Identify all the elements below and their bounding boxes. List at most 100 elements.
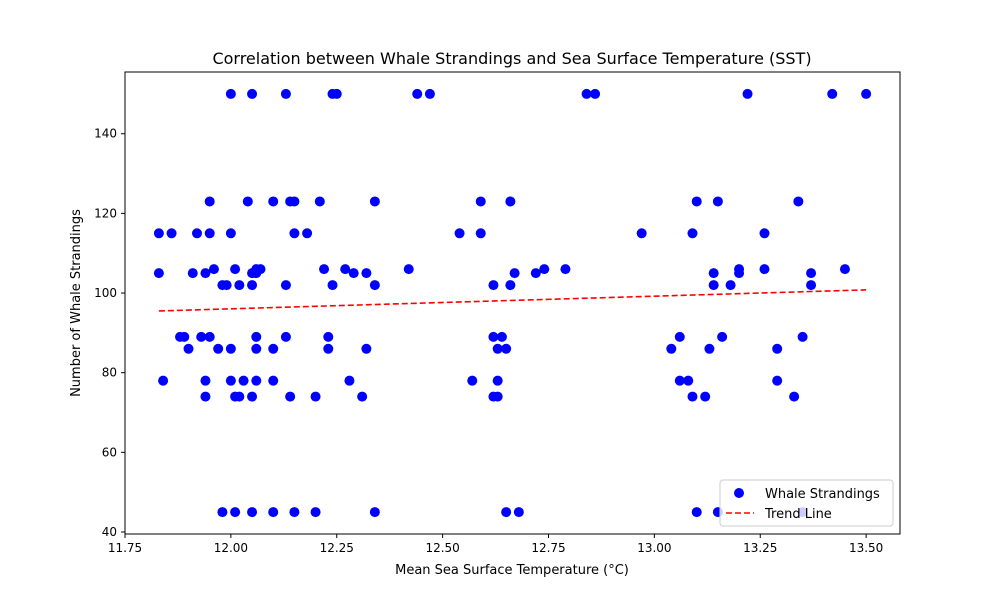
whale-stranding-point xyxy=(700,391,711,402)
plot-area xyxy=(153,88,872,518)
whale-stranding-point xyxy=(200,391,211,402)
whale-stranding-point xyxy=(314,196,325,207)
whale-stranding-point xyxy=(513,507,524,518)
legend-label-trend-line: Trend Line xyxy=(764,507,832,522)
whale-stranding-point xyxy=(369,196,380,207)
whale-stranding-point xyxy=(488,280,499,291)
whale-stranding-point xyxy=(187,268,198,279)
whale-stranding-point xyxy=(369,280,380,291)
whale-stranding-point xyxy=(704,343,715,354)
whale-stranding-point xyxy=(636,228,647,239)
whale-stranding-point xyxy=(289,196,300,207)
whale-stranding-point xyxy=(251,331,262,342)
y-tick-label: 80 xyxy=(102,366,117,380)
whale-stranding-point xyxy=(230,507,241,518)
whale-stranding-point xyxy=(674,375,685,386)
whale-stranding-point xyxy=(581,88,592,99)
y-tick-label: 40 xyxy=(102,525,117,539)
whale-stranding-point xyxy=(530,268,541,279)
whale-stranding-point xyxy=(331,88,342,99)
whale-stranding-point xyxy=(861,88,872,99)
whale-stranding-point xyxy=(501,343,512,354)
whale-stranding-point xyxy=(225,228,236,239)
whale-stranding-point xyxy=(340,264,351,275)
x-tick-label: 13.50 xyxy=(849,541,883,555)
whale-stranding-point xyxy=(179,331,190,342)
whale-stranding-point xyxy=(158,375,169,386)
whale-stranding-point xyxy=(361,343,372,354)
x-axis-ticks: 11.75 12.00 12.25 12.50 12.75 13.00 13.25 13.50 xyxy=(108,534,883,555)
whale-stranding-point xyxy=(759,264,770,275)
legend-box xyxy=(719,479,894,527)
plot-frame xyxy=(124,71,901,535)
whale-stranding-point xyxy=(213,343,224,354)
whale-stranding-point xyxy=(454,228,465,239)
x-tick-label: 13.25 xyxy=(743,541,777,555)
whale-stranding-point xyxy=(234,391,245,402)
whale-stranding-point xyxy=(467,375,478,386)
x-tick-label: 12.00 xyxy=(214,541,248,555)
y-tick-label: 60 xyxy=(102,445,117,459)
whale-stranding-point xyxy=(310,391,321,402)
whale-stranding-point xyxy=(475,228,486,239)
whale-stranding-point xyxy=(225,88,236,99)
whale-stranding-point xyxy=(708,280,719,291)
whale-stranding-point xyxy=(204,196,215,207)
y-axis-label: Number of Whale Strandings xyxy=(69,209,84,397)
x-tick-label: 12.75 xyxy=(531,541,565,555)
trend-line xyxy=(158,289,867,312)
whale-stranding-point xyxy=(492,375,503,386)
y-tick-label: 100 xyxy=(94,286,117,300)
whale-stranding-point xyxy=(200,268,211,279)
whale-stranding-point xyxy=(492,391,503,402)
whale-stranding-point xyxy=(505,280,516,291)
whale-stranding-point xyxy=(717,331,728,342)
whale-stranding-point xyxy=(247,391,258,402)
whale-stranding-point xyxy=(153,228,164,239)
whale-stranding-point xyxy=(683,375,694,386)
whale-stranding-point xyxy=(344,375,355,386)
whale-stranding-point xyxy=(280,88,291,99)
whale-stranding-point xyxy=(242,196,253,207)
whale-stranding-point xyxy=(501,507,512,518)
whale-stranding-point xyxy=(734,268,745,279)
whale-stranding-point xyxy=(285,391,296,402)
x-axis-label: Mean Sea Surface Temperature (°C) xyxy=(395,563,629,578)
x-tick-label: 11.75 xyxy=(108,541,142,555)
whale-stranding-point xyxy=(323,331,334,342)
whale-stranding-point xyxy=(217,507,228,518)
whale-stranding-point xyxy=(789,391,800,402)
whale-stranding-point xyxy=(268,375,279,386)
whale-stranding-point xyxy=(827,88,838,99)
whale-stranding-point xyxy=(369,507,380,518)
whale-stranding-point xyxy=(509,268,520,279)
whale-stranding-point xyxy=(806,268,817,279)
whale-stranding-point xyxy=(225,343,236,354)
whale-stranding-point xyxy=(280,280,291,291)
legend-label-whale-strandings: Whale Strandings xyxy=(765,487,880,502)
whale-stranding-point xyxy=(488,331,499,342)
whale-stranding-point xyxy=(839,264,850,275)
whale-stranding-point xyxy=(793,196,804,207)
whale-stranding-point xyxy=(204,331,215,342)
whale-stranding-point xyxy=(560,264,571,275)
whale-stranding-point xyxy=(361,268,372,279)
chart-title: Correlation between Whale Strandings and… xyxy=(212,49,811,68)
whale-stranding-point xyxy=(759,228,770,239)
whale-stranding-point xyxy=(691,196,702,207)
whale-stranding-point xyxy=(323,343,334,354)
whale-stranding-point xyxy=(191,228,202,239)
whale-stranding-point xyxy=(674,331,685,342)
whale-stranding-point xyxy=(153,268,164,279)
whale-stranding-point xyxy=(772,375,783,386)
whale-stranding-point xyxy=(348,268,359,279)
whale-stranding-point xyxy=(806,280,817,291)
whale-stranding-point xyxy=(708,268,719,279)
whale-stranding-point xyxy=(412,88,423,99)
y-tick-label: 120 xyxy=(94,206,117,220)
whale-stranding-point xyxy=(196,331,207,342)
whale-stranding-point xyxy=(289,228,300,239)
whale-stranding-point xyxy=(200,375,211,386)
whale-stranding-point xyxy=(424,88,435,99)
